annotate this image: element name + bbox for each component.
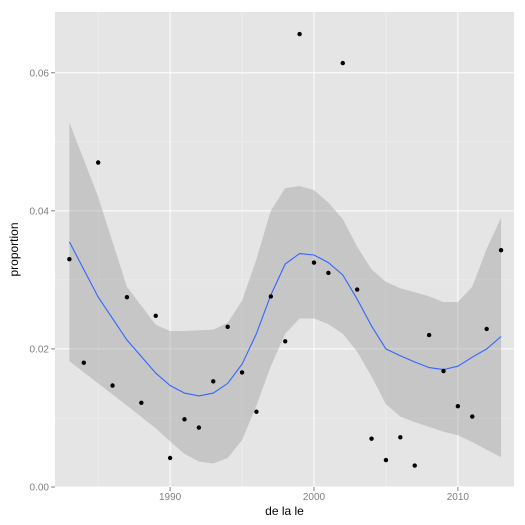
data-point [455,404,461,409]
data-point [311,260,317,265]
data-point [398,435,403,440]
data-point [498,247,504,253]
data-point [412,463,417,468]
y-tick-label: 0.04 [30,206,50,217]
data-point [470,414,475,419]
y-tick-label: 0.06 [30,68,50,79]
y-axis-ticks: 0.00 0.02 0.04 0.06 [30,68,55,494]
data-point [153,313,158,318]
data-point [268,294,274,299]
data-point [383,457,389,463]
data-point [95,160,101,165]
data-point [354,287,360,292]
x-tick-label: 2010 [447,492,470,503]
data-point [441,368,446,374]
data-point [426,332,432,338]
data-point [340,60,345,66]
x-axis-title: de la le [265,504,304,518]
data-point [196,425,202,430]
x-tick-label: 1990 [159,492,182,503]
data-point [369,436,374,441]
data-point [239,370,245,375]
data-point [139,400,144,405]
data-point [167,455,173,461]
data-point [254,409,259,414]
data-point [484,326,489,332]
y-axis-title: proportion [7,222,21,276]
data-point [81,360,86,365]
y-tick-label: 0.02 [30,344,50,355]
data-point [124,294,130,300]
x-tick-label: 2000 [303,492,326,503]
data-point [67,256,72,262]
confidence-band [69,122,502,464]
data-point [297,31,302,37]
data-point [225,324,230,330]
x-axis-ticks: 1990 2000 2010 [159,487,469,503]
data-points [67,31,504,468]
data-point [211,379,216,384]
data-point [283,339,288,344]
data-point [110,383,115,388]
smooth-line [68,241,502,397]
y-tick-label: 0.00 [30,483,50,494]
data-point [326,270,331,276]
major-grid [55,12,514,488]
minor-grid [55,12,514,487]
plot-panel [55,12,514,487]
data-point [182,417,187,422]
